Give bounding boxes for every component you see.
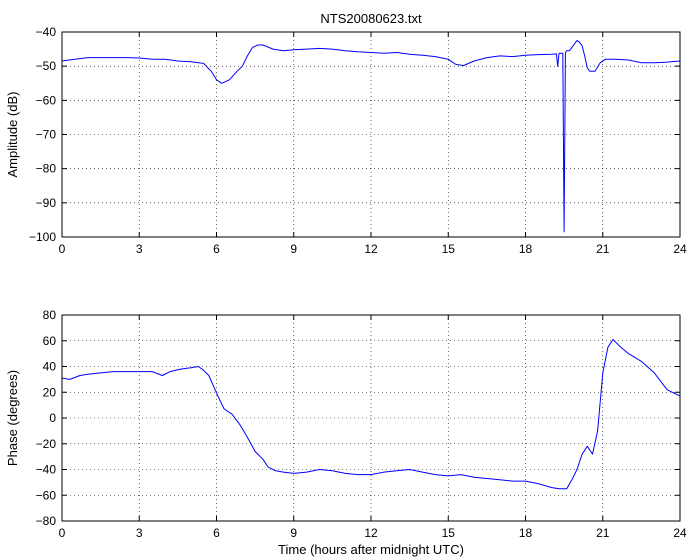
y-tick-label: −50 <box>36 59 57 73</box>
x-tick-label: 15 <box>442 526 456 540</box>
y-tick-label: −80 <box>36 514 57 528</box>
y-tick-label: −40 <box>36 25 57 39</box>
x-tick-label: 3 <box>136 242 143 256</box>
y-tick-label: −100 <box>29 230 56 244</box>
x-tick-label: 0 <box>59 526 66 540</box>
chart-title: NTS20080623.txt <box>320 11 422 26</box>
amplitude-plot: 0 3 6 9 12 15 18 21 24 −100 −90 −80 −70 −60 −50 −40 NTS2… <box>5 11 687 256</box>
x-tick-label: 6 <box>213 242 220 256</box>
y-tick-label: −60 <box>36 488 57 502</box>
x-tick-label: 24 <box>673 526 687 540</box>
y-tick-label: −90 <box>36 196 57 210</box>
data-series-line <box>61 339 681 490</box>
x-tick-label: 0 <box>59 242 66 256</box>
y-tick-label: −80 <box>36 162 57 176</box>
x-axis-label: Time (hours after midnight UTC) <box>278 542 464 557</box>
y-tick-label: −40 <box>36 463 57 477</box>
x-tick-label: 12 <box>364 526 378 540</box>
data-series-line <box>61 40 681 233</box>
x-tick-label: 12 <box>364 242 378 256</box>
x-tick-label: 9 <box>290 242 297 256</box>
x-tick-label: 15 <box>442 242 456 256</box>
phase-plot: 0 3 6 9 12 15 18 21 24 −80 −60 −40 −20 0 20 40 60 80 Time … <box>5 308 687 557</box>
y-tick-label: 80 <box>43 308 57 322</box>
x-tick-label: 21 <box>596 242 610 256</box>
x-tick-label: 24 <box>673 242 687 256</box>
x-tick-label: 3 <box>136 526 143 540</box>
y-tick-label: 0 <box>49 411 56 425</box>
y-tick-label: 20 <box>43 385 57 399</box>
x-tick-label: 18 <box>519 526 533 540</box>
x-tick-label: 18 <box>519 242 533 256</box>
y-tick-label: 60 <box>43 334 57 348</box>
y-axis-label: Phase (degrees) <box>5 370 20 466</box>
x-tick-label: 9 <box>290 526 297 540</box>
y-tick-label: −70 <box>36 128 57 142</box>
y-tick-label: −20 <box>36 437 57 451</box>
y-tick-label: 40 <box>43 360 57 374</box>
y-tick-label: −60 <box>36 93 57 107</box>
y-axis-label: Amplitude (dB) <box>5 92 20 178</box>
x-tick-label: 21 <box>596 526 610 540</box>
x-tick-label: 6 <box>213 526 220 540</box>
